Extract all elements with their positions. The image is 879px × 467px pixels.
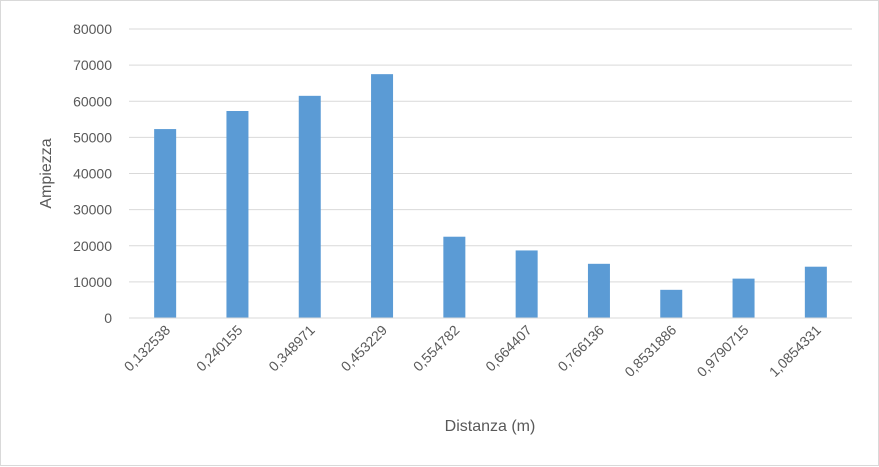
y-tick-label: 30000 (73, 202, 112, 218)
x-tick-label: 0,766136 (554, 322, 607, 375)
y-tick-label: 0 (104, 310, 112, 326)
bar (298, 95, 321, 318)
x-axis-title: Distanza (m) (445, 418, 536, 435)
x-tick-label: 0,554782 (410, 322, 463, 375)
x-tick-label: 0,132538 (121, 322, 174, 375)
y-tick-label: 70000 (73, 57, 112, 73)
bar (154, 129, 177, 318)
bar (371, 74, 394, 318)
y-axis-ticks: 0 10000 20000 30000 40000 50000 60000 70000 8000… (73, 21, 112, 326)
y-tick-label: 50000 (73, 129, 112, 145)
x-tick-label: 1,0854331 (766, 322, 824, 380)
bar (515, 250, 538, 318)
x-axis-ticks: 0,132538 0,240155 0,348971 0,453229 0,554782… (121, 322, 824, 380)
bar (804, 266, 827, 318)
y-axis-title: Ampiezza (38, 138, 55, 208)
y-tick-label: 40000 (73, 166, 112, 182)
x-tick-label: 0,240155 (193, 322, 246, 375)
y-tick-label: 80000 (73, 21, 112, 37)
y-tick-label: 20000 (73, 238, 112, 254)
bar (587, 263, 610, 318)
bar (660, 289, 683, 318)
x-tick-label: 0,348971 (265, 322, 318, 375)
bar (443, 236, 466, 318)
bar (226, 111, 249, 318)
x-tick-label: 0,453229 (338, 322, 391, 375)
bar-series (154, 74, 827, 318)
grid-lines (129, 28, 852, 283)
y-tick-label: 10000 (73, 274, 112, 290)
y-tick-label: 60000 (73, 93, 112, 109)
x-tick-label: 0,9790715 (694, 322, 752, 380)
x-tick-label: 0,664407 (482, 322, 535, 375)
x-tick-label: 0,8531886 (621, 322, 679, 380)
bar (732, 278, 755, 318)
